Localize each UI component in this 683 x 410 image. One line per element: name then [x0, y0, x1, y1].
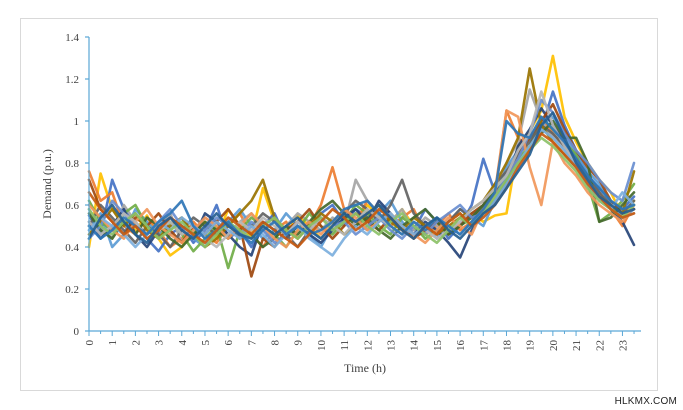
y-tick-label: 0.6	[65, 200, 79, 212]
series-layer	[87, 54, 636, 278]
x-axis-title: Time (h)	[344, 361, 386, 375]
y-tick-label: 1.2	[65, 74, 79, 86]
watermark-text: HLKMX.COM	[614, 396, 677, 407]
x-tick-label: 4	[177, 340, 189, 346]
x-tick-label: 13	[386, 340, 398, 352]
series-line-13	[87, 109, 636, 249]
x-tick-label: 9	[293, 340, 305, 346]
x-tick-label: 1	[107, 340, 119, 346]
y-tick-layer: 0 0.2 0.4 0.6 0.8 1 1.2 1.4	[65, 32, 89, 338]
x-tick-label: 23	[617, 340, 629, 352]
y-axis-title: Demand (p.u.)	[40, 149, 54, 219]
x-tick-label: 8	[270, 340, 282, 346]
x-tick-label: 0	[84, 340, 96, 346]
y-tick-label: 1	[74, 116, 80, 128]
x-tick-label: 15	[432, 340, 444, 352]
x-tick-label: 14	[409, 340, 421, 352]
y-tick-label: 0.8	[65, 158, 79, 170]
x-tick-label: 11	[339, 340, 351, 351]
y-tick-label: 0.4	[65, 242, 79, 254]
x-tick-label: 12	[362, 340, 374, 351]
x-tick-label: 22	[594, 340, 606, 351]
series-line-15	[87, 128, 636, 257]
x-tick-label: 17	[478, 340, 490, 352]
x-tick-label: 10	[316, 340, 328, 352]
y-tick-label: 0.2	[65, 284, 79, 296]
axes-layer	[88, 37, 641, 332]
x-tick-label: 7	[246, 340, 258, 346]
series-line-19	[87, 111, 636, 245]
x-tick-label: 6	[223, 340, 235, 346]
x-tick-label: 19	[525, 340, 537, 352]
x-tick-layer: 0 1 2 3 4 5 6 7 8 9 10 11 12 13 14 15 16 17 18 19 20 21 22 23	[84, 331, 635, 352]
x-tick-label: 5	[200, 340, 212, 346]
y-tick-label: 1.4	[65, 32, 79, 44]
x-tick-label: 20	[548, 340, 560, 352]
series-line-18	[87, 132, 636, 249]
x-tick-label: 21	[571, 340, 583, 351]
x-tick-label: 2	[130, 340, 142, 346]
x-tick-label: 3	[154, 340, 166, 346]
demand-line-chart: 00.20.40.60.811.21.4 0 1 2 3 4 5 6 7 8 9 10 11 12 13 1…	[40, 32, 641, 375]
chart-frame: 0 0.2 0.4 0.6 0.8 1 1.2 1.4 0 1 2 3 4 5 6 7 8 9 10 11 12 13 1…	[20, 18, 658, 391]
series-line-14	[87, 90, 636, 249]
y-tick-label: 0	[74, 326, 80, 338]
series-line-17	[87, 115, 636, 245]
x-tick-label: 16	[455, 340, 467, 352]
x-tick-label: 18	[501, 340, 513, 352]
